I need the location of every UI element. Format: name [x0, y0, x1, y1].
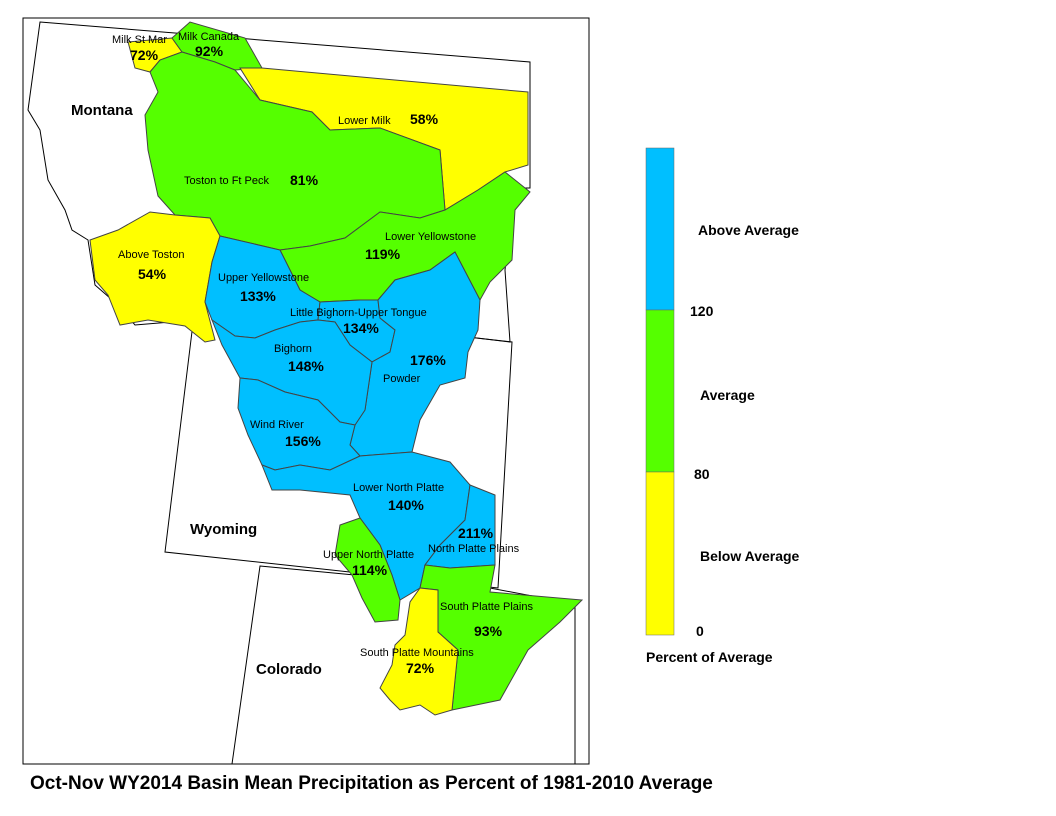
basin-powder[interactable] [349, 251, 481, 457]
legend-class-label: Average [700, 387, 755, 403]
basin-value: 58% [410, 111, 439, 127]
legend: Above Average Average Below Average 120 … [645, 147, 800, 665]
basin-label: Lower Yellowstone [385, 231, 476, 243]
basin-label: Toston to Ft Peck [184, 175, 269, 187]
basin-label: Milk Canada [178, 31, 240, 43]
basin-value: 92% [195, 43, 224, 59]
basin-value: 148% [288, 358, 324, 374]
map-title: Oct-Nov WY2014 Basin Mean Precipitation … [30, 773, 713, 794]
state-label-montana: Montana [71, 102, 133, 119]
basin-label: South Platte Mountains [360, 647, 474, 659]
basin-value: 211% [458, 525, 494, 541]
basin-label: South Platte Plains [440, 601, 533, 613]
state-label-wyoming: Wyoming [190, 521, 257, 538]
legend-class-label: Above Average [698, 222, 799, 238]
basin-label: Upper North Platte [323, 549, 414, 561]
legend-break-label: 120 [690, 303, 714, 319]
basin-label: Little Bighorn-Upper Tongue [290, 307, 427, 319]
basin-value: 72% [406, 660, 435, 676]
basins [89, 21, 584, 716]
basin-value: 114% [352, 562, 388, 578]
basin-south-platte-mountains[interactable] [379, 587, 459, 716]
basin-labels: Milk St Mar 72% Milk Canada 92% Lower Mi… [112, 31, 533, 676]
basin-value: 140% [388, 497, 424, 513]
basin-value: 72% [130, 47, 159, 63]
basin-label: Above Toston [118, 249, 184, 261]
basin-value: 133% [240, 288, 276, 304]
basin-label: Wind River [250, 419, 304, 431]
basin-value: 54% [138, 266, 167, 282]
basin-upper-north-platte[interactable] [334, 517, 401, 623]
basin-value: 119% [365, 246, 401, 262]
basin-label: Milk St Mar [112, 34, 167, 46]
basin-value: 156% [285, 433, 321, 449]
basin-value: 176% [410, 352, 446, 368]
basin-value: 93% [474, 623, 503, 639]
basin-label: Upper Yellowstone [218, 272, 309, 284]
legend-class-label: Below Average [700, 548, 800, 564]
legend-break-label: 0 [696, 623, 704, 639]
state-labels: Montana Wyoming Colorado [71, 102, 322, 678]
basin-label: Bighorn [274, 343, 312, 355]
basin-label: North Platte Plains [428, 543, 520, 555]
basin-label: Lower Milk [338, 115, 391, 127]
legend-break-label: 80 [694, 466, 710, 482]
legend-swatch-average [645, 309, 675, 473]
basin-value: 134% [343, 320, 379, 336]
legend-title: Percent of Average [646, 649, 773, 665]
basin-label: Lower North Platte [353, 482, 444, 494]
basin-above-toston[interactable] [89, 211, 221, 343]
legend-swatch-below [645, 471, 675, 636]
legend-swatch-above [645, 147, 675, 311]
state-label-colorado: Colorado [256, 661, 322, 678]
basin-label: Powder [383, 373, 421, 385]
basin-value: 81% [290, 172, 319, 188]
